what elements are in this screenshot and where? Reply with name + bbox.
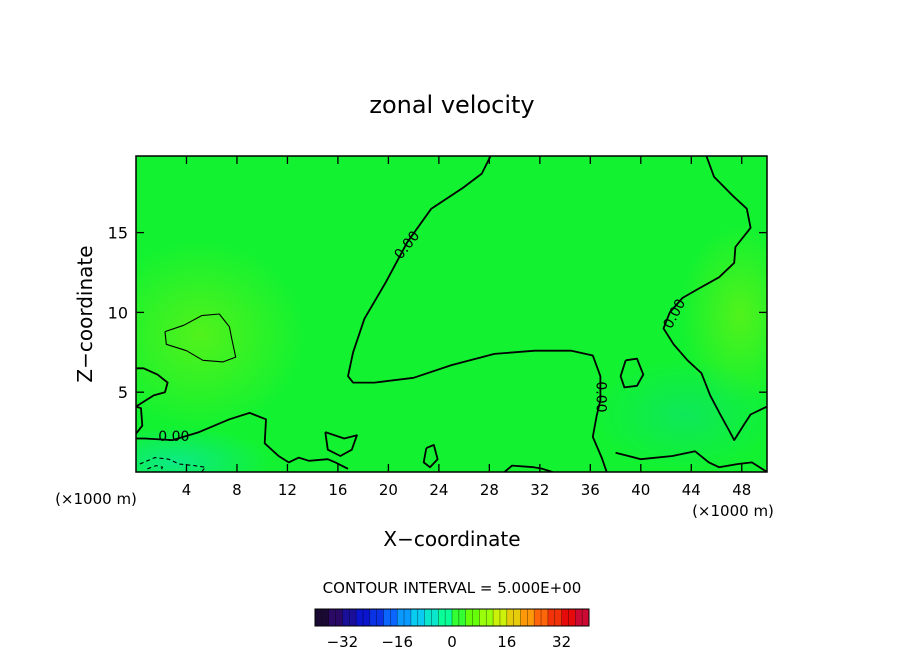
y-tick-label: 10 [108,303,128,322]
contour-line [136,412,349,470]
x-tick-label: 20 [379,481,398,499]
x-axis-label: X−coordinate [383,527,520,551]
x-tick-label: 28 [480,481,499,499]
contour-line [615,450,767,472]
contour-line [503,464,553,472]
contour-line [662,156,767,441]
plot-frame [135,155,768,473]
x-tick-label: 8 [232,481,242,499]
contour-lines [136,156,767,472]
contour-line [139,457,206,472]
x-tick-label: 32 [530,481,549,499]
chart-title: zonal velocity [369,91,534,119]
field-highlight [136,240,305,430]
x-tick-label: 40 [631,481,650,499]
contour-line [347,156,608,472]
x-tick-label: 4 [182,481,192,499]
contour-line [324,431,358,457]
x-tick-label: 44 [682,481,701,499]
y-axis-label: Z−coordinate [73,245,97,382]
colorbar-tick-label: 16 [497,633,516,651]
contour-line [164,313,237,363]
contour-label: 0.00 [158,429,189,445]
field-lowlight [136,427,270,472]
y-tick-label: 5 [118,383,128,402]
y-tick-label: 15 [108,224,128,243]
contour-line [136,405,144,435]
colorbar-tick-label: 0 [447,633,457,651]
contour-line [422,444,439,469]
x-tick-label: 12 [278,481,297,499]
x-tick-label: 48 [732,481,751,499]
field-highlight [680,225,767,405]
x-unit-left: (×1000 m) [55,490,137,508]
contour-line [136,367,169,408]
colorbar-tick-label: −32 [327,633,359,651]
plot-area [136,156,767,472]
contour-line [619,357,645,389]
x-unit-right: (×1000 m) [692,502,774,520]
colorbar-frame [314,608,590,627]
contour-interval-label: CONTOUR INTERVAL = 5.000E+00 [323,579,582,597]
contour-label: 0.00 [592,381,608,412]
x-tick-label: 24 [429,481,448,499]
x-tick-label: 16 [328,481,347,499]
colorbar-tick-label: −16 [381,633,413,651]
x-tick-label: 36 [581,481,600,499]
field-lowlight [595,360,767,470]
colorbar-tick-label: 32 [552,633,571,651]
colorbar: −32 −16 0 16 32 [314,608,590,651]
